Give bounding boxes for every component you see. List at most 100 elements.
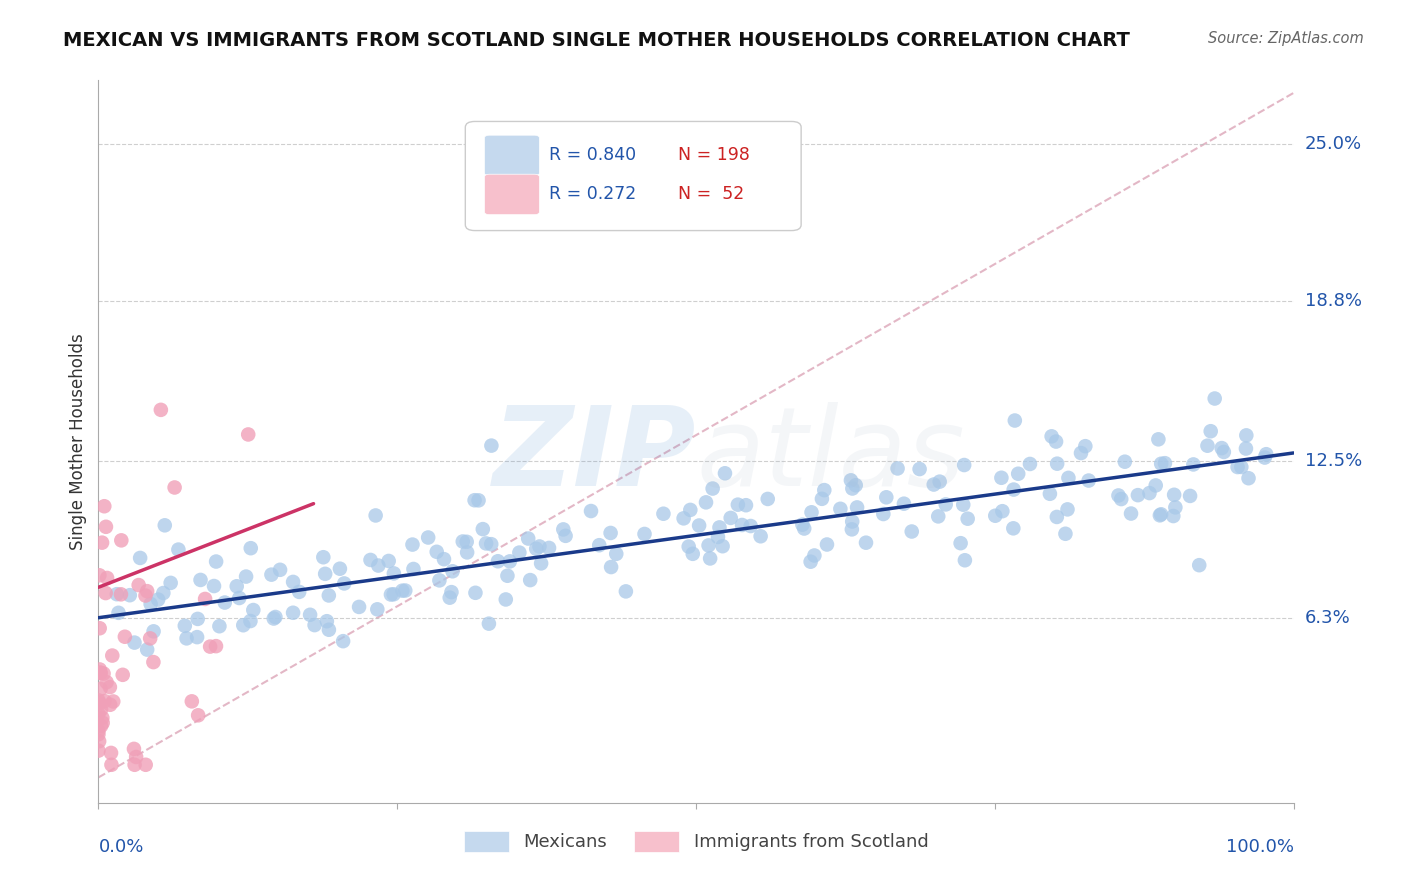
Point — [1164, 500, 1187, 515]
Point — [830, 501, 852, 516]
Point — [90, 703, 112, 717]
Point — [98, 680, 121, 694]
Point — [508, 545, 530, 559]
Point — [1147, 433, 1170, 447]
Point — [89, 663, 111, 677]
Point — [367, 558, 389, 573]
Point — [239, 541, 262, 556]
Point — [377, 554, 399, 568]
Point — [239, 614, 262, 628]
Point — [1234, 442, 1257, 456]
Point — [418, 531, 440, 545]
Point — [176, 632, 198, 646]
Text: 18.8%: 18.8% — [1305, 292, 1361, 310]
Point — [190, 573, 212, 587]
Point — [110, 587, 132, 601]
Point — [841, 515, 863, 529]
Point — [1163, 509, 1185, 524]
Point — [519, 573, 541, 587]
Y-axis label: Single Mother Households: Single Mother Households — [69, 334, 87, 549]
Point — [1074, 439, 1097, 453]
Point — [1178, 489, 1201, 503]
Point — [167, 542, 190, 557]
Point — [740, 519, 762, 533]
Point — [114, 630, 136, 644]
Point — [886, 461, 908, 475]
Point — [173, 619, 195, 633]
Point — [727, 498, 749, 512]
Point — [89, 568, 111, 582]
Point — [471, 522, 494, 536]
Point — [124, 757, 146, 772]
Point — [1199, 424, 1222, 438]
Point — [264, 610, 287, 624]
Point — [401, 538, 423, 552]
Point — [360, 553, 382, 567]
Point — [194, 591, 217, 606]
Point — [1040, 429, 1063, 443]
Point — [87, 727, 110, 741]
Point — [524, 541, 547, 556]
Point — [440, 585, 463, 599]
Point — [153, 518, 176, 533]
Point — [111, 668, 134, 682]
Point — [652, 507, 675, 521]
Point — [263, 611, 285, 625]
Point — [1007, 467, 1029, 481]
FancyBboxPatch shape — [465, 121, 801, 230]
Point — [205, 555, 228, 569]
Point — [991, 504, 1014, 518]
Point — [456, 545, 478, 559]
Point — [129, 550, 152, 565]
Point — [1154, 456, 1177, 470]
Text: 0.0%: 0.0% — [98, 838, 143, 855]
Point — [1019, 457, 1042, 471]
Point — [260, 567, 283, 582]
Point — [1109, 491, 1132, 506]
Point — [1234, 428, 1257, 442]
Point — [451, 534, 474, 549]
Point — [953, 458, 976, 472]
FancyBboxPatch shape — [485, 136, 540, 176]
Point — [893, 497, 915, 511]
Point — [855, 535, 877, 549]
Point — [1004, 413, 1026, 427]
Point — [815, 537, 838, 551]
Point — [1182, 458, 1205, 472]
Point — [1126, 488, 1149, 502]
Point — [1144, 478, 1167, 492]
Point — [304, 618, 326, 632]
Point — [433, 552, 456, 566]
Point — [180, 694, 202, 708]
Point — [588, 538, 610, 552]
Point — [146, 592, 169, 607]
Point — [347, 599, 370, 614]
Point — [803, 549, 825, 563]
Point — [845, 478, 868, 492]
Point — [382, 587, 405, 601]
Point — [579, 504, 602, 518]
Point — [136, 584, 159, 599]
Point — [679, 503, 702, 517]
Point — [1046, 510, 1069, 524]
Point — [382, 566, 405, 581]
Point — [402, 562, 425, 576]
Point — [1237, 471, 1260, 485]
Point — [103, 694, 125, 708]
Point — [1002, 483, 1025, 497]
Point — [486, 554, 509, 568]
Point — [136, 642, 159, 657]
Point — [318, 623, 340, 637]
Point — [1226, 460, 1249, 475]
Point — [100, 746, 122, 760]
Point — [122, 742, 145, 756]
Point — [87, 693, 110, 707]
Point — [124, 635, 146, 649]
Point — [187, 708, 209, 723]
Point — [105, 587, 128, 601]
Point — [214, 595, 236, 609]
Point — [1150, 457, 1173, 471]
Point — [87, 706, 110, 721]
Point — [1204, 392, 1226, 406]
Point — [364, 508, 387, 523]
